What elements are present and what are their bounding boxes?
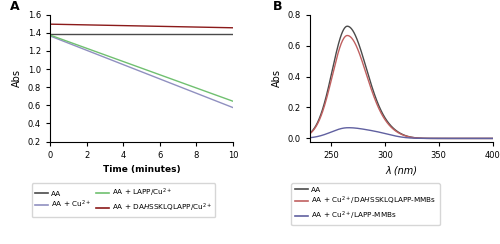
Text: B: B [273,0,282,12]
X-axis label: λ (nm): λ (nm) [385,165,417,175]
Text: A: A [10,0,20,12]
X-axis label: Time (minutes): Time (minutes) [102,165,180,174]
Legend: AA, AA + Cu$^{2+}$/DA$\mathit{H}$SSKLQLAPP-MMBs, AA + Cu$^{2+}$/LAPP-MMBs: AA, AA + Cu$^{2+}$/DA$\mathit{H}$SSKLQLA… [292,183,440,225]
Legend: AA, AA + Cu$^{2+}$, AA + LAPP/Cu$^{2+}$, AA + DA$\mathit{H}$SSKLQLAPP/Cu$^{2+}$: AA, AA + Cu$^{2+}$, AA + LAPP/Cu$^{2+}$,… [32,183,216,217]
Y-axis label: Abs: Abs [12,69,22,87]
Y-axis label: Abs: Abs [272,69,282,87]
